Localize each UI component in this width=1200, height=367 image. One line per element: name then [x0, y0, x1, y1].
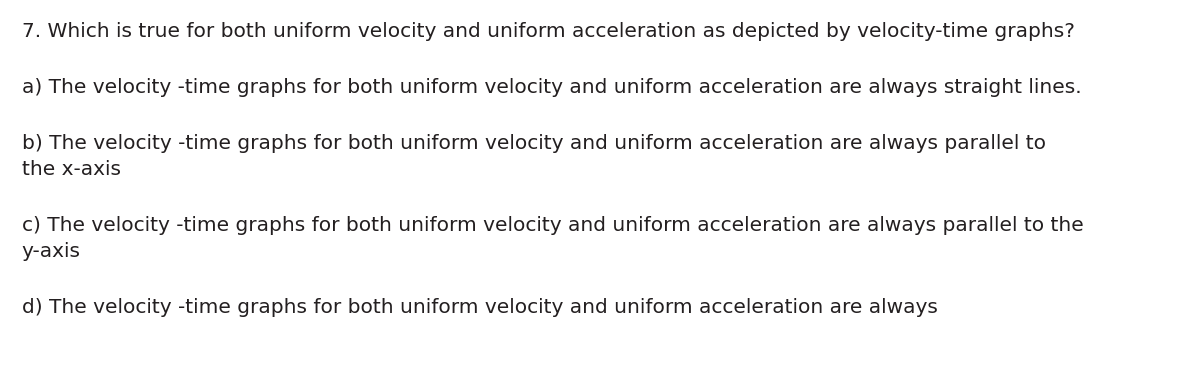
Text: y-axis: y-axis: [22, 242, 80, 261]
Text: 7. Which is true for both uniform velocity and uniform acceleration as depicted : 7. Which is true for both uniform veloci…: [22, 22, 1074, 41]
Text: the x-axis: the x-axis: [22, 160, 120, 179]
Text: b) The velocity -time graphs for both uniform velocity and uniform acceleration : b) The velocity -time graphs for both un…: [22, 134, 1045, 153]
Text: a) The velocity -time graphs for both uniform velocity and uniform acceleration : a) The velocity -time graphs for both un…: [22, 78, 1081, 97]
Text: d) The velocity -time graphs for both uniform velocity and uniform acceleration : d) The velocity -time graphs for both un…: [22, 298, 937, 317]
Text: c) The velocity -time graphs for both uniform velocity and uniform acceleration : c) The velocity -time graphs for both un…: [22, 216, 1084, 235]
